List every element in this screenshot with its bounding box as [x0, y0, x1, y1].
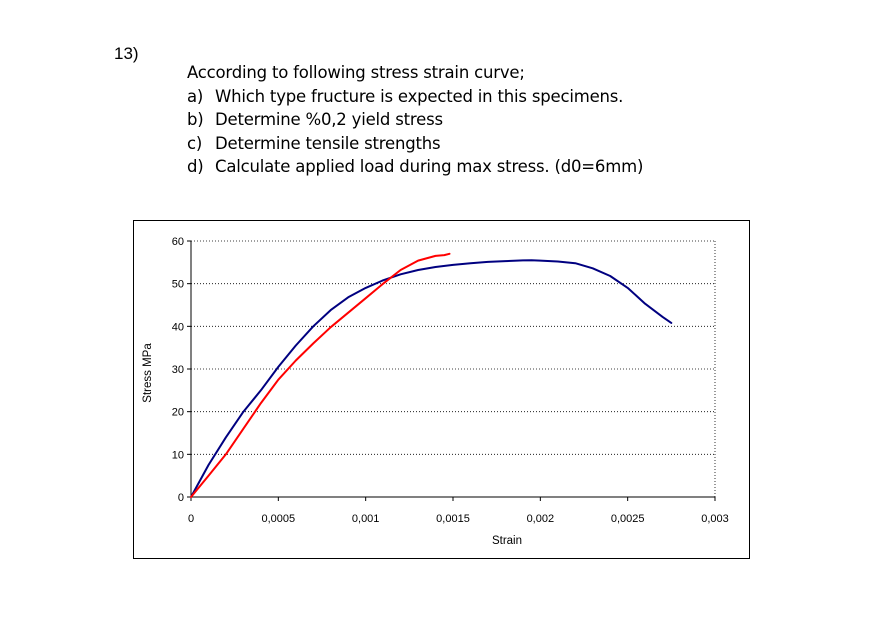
question-intro: According to following stress strain cur… — [187, 63, 525, 82]
item-text: Determine tensile strengths — [215, 133, 441, 153]
y-tick-label: 30 — [172, 364, 184, 376]
x-axis-title: Strain — [492, 535, 522, 547]
y-tick-label: 50 — [172, 279, 184, 291]
question-number: 13) — [114, 44, 139, 63]
item-text: Which type fructure is expected in this … — [215, 86, 624, 106]
x-tick-label: 0,0015 — [436, 513, 470, 525]
item-text: Determine %0,2 yield stress — [215, 110, 443, 129]
x-tick-label: 0 — [188, 513, 194, 525]
question-item-a: a) Which type fructure is expected in thi… — [187, 85, 643, 109]
question-item-b: b) Determine %0,2 yield stress — [187, 108, 643, 132]
question-item-c: c) Determine tensile strengths — [187, 132, 643, 156]
question-text: According to following stress strain cur… — [187, 61, 643, 179]
x-tick-label: 0,003 — [701, 513, 729, 525]
y-axis-title: Stress MPa — [142, 343, 154, 403]
y-tick-label: 0 — [178, 492, 184, 504]
stress-strain-chart: 0 10 20 30 40 50 60 0 0,0005 0,001 0,0015 0,002 0,00… — [142, 236, 729, 547]
item-letter: b) — [187, 110, 204, 129]
y-tick-label: 40 — [172, 321, 184, 333]
series-line-red — [190, 252, 451, 498]
question-item-d: d) Calculate applied load during max stre… — [187, 155, 643, 179]
x-tick-label: 0,0005 — [262, 513, 296, 525]
x-tick-label: 0,001 — [352, 513, 380, 525]
y-tick-label: 10 — [172, 449, 184, 461]
item-text: Calculate applied load during max stress… — [215, 157, 644, 176]
item-letter: c) — [187, 133, 203, 153]
x-tick-label: 0,0025 — [611, 513, 645, 525]
chart-frame: 0 10 20 30 40 50 60 0 0,0005 0,001 0,0015 0,002 0,00… — [133, 220, 750, 559]
item-letter: d) — [187, 157, 204, 176]
item-letter: a) — [187, 86, 204, 106]
series-line-blue — [190, 259, 673, 498]
y-tick-label: 20 — [172, 407, 184, 419]
x-tick-label: 0,002 — [527, 513, 555, 525]
y-tick-label: 60 — [172, 236, 184, 248]
